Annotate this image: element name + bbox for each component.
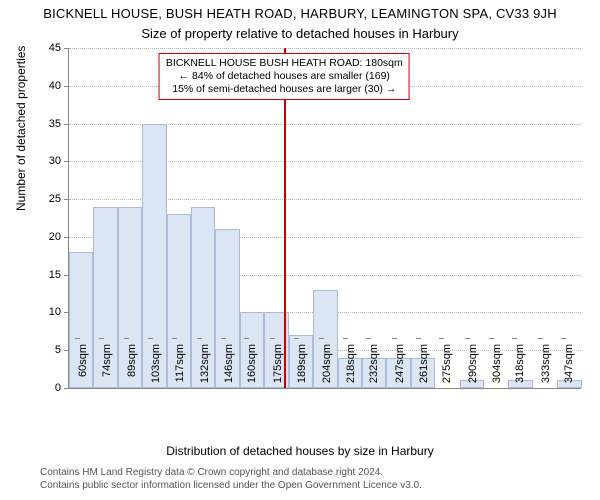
x-tick: 160sqm [246,344,258,394]
annotation-line3: 15% of semi-detached houses are larger (… [166,83,403,96]
footer-line1: Contains HM Land Registry data © Crown c… [40,467,422,480]
y-tick: 45 [49,42,69,54]
x-axis-label: Distribution of detached houses by size … [0,444,600,458]
x-tick: 189sqm [296,344,308,394]
x-tick: 89sqm [126,344,138,394]
x-tick: 60sqm [77,344,89,394]
figure-container: BICKNELL HOUSE, BUSH HEATH ROAD, HARBURY… [0,0,600,500]
footer-attribution: Contains HM Land Registry data © Crown c… [40,467,422,492]
x-tick: 290sqm [467,344,479,394]
x-tick: 261sqm [418,344,430,394]
x-tick: 146sqm [223,344,235,394]
x-tick: 275sqm [441,344,453,394]
x-tick: 232sqm [368,344,380,394]
x-tick: 117sqm [174,344,186,394]
x-tick: 74sqm [101,344,113,394]
y-tick: 35 [49,118,69,130]
address-title: BICKNELL HOUSE, BUSH HEATH ROAD, HARBURY… [0,6,600,21]
x-tick: 304sqm [491,344,503,394]
y-tick: 15 [49,269,69,281]
x-tick: 247sqm [394,344,406,394]
annotation-line2: ← 84% of detached houses are smaller (16… [166,70,403,83]
gridline [69,48,581,49]
x-tick: 103sqm [150,344,162,394]
x-tick: 175sqm [272,344,284,394]
y-tick: 20 [49,231,69,243]
x-tick: 347sqm [563,344,575,394]
y-tick: 40 [49,80,69,92]
x-tick: 218sqm [345,344,357,394]
marker-annotation: BICKNELL HOUSE BUSH HEATH ROAD: 180sqm ←… [159,53,410,100]
annotation-line1: BICKNELL HOUSE BUSH HEATH ROAD: 180sqm [166,57,403,70]
y-tick: 0 [55,382,69,394]
x-tick: 132sqm [199,344,211,394]
y-tick: 25 [49,193,69,205]
x-tick: 333sqm [540,344,552,394]
plot-area: 05101520253035404560sqm74sqm89sqm103sqm1… [68,48,581,389]
y-tick: 5 [55,344,69,356]
x-tick: 204sqm [321,344,333,394]
y-axis-label: Number of detached properties [14,46,28,211]
y-tick: 10 [49,306,69,318]
chart-subtitle: Size of property relative to detached ho… [0,26,600,41]
footer-line2: Contains public sector information licen… [40,480,422,493]
y-tick: 30 [49,155,69,167]
x-tick: 318sqm [514,344,526,394]
